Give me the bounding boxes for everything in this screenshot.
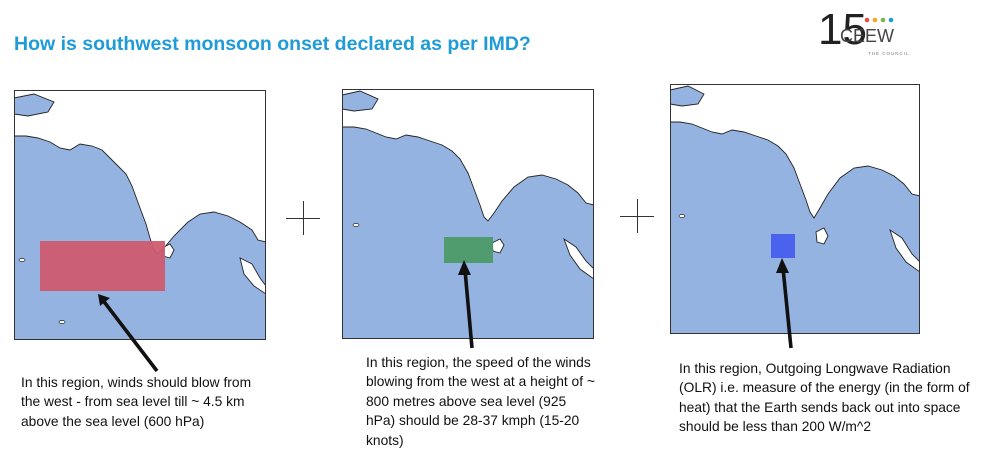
region-box-1 xyxy=(40,241,165,291)
plus-icon-2 xyxy=(620,199,654,233)
map-panel-1 xyxy=(14,90,266,340)
arrow-1 xyxy=(100,297,159,373)
logo-brand: CEEW xyxy=(840,26,894,46)
logo-number: 15 xyxy=(818,5,867,54)
page-title: How is southwest monsoon onset declared … xyxy=(14,33,531,55)
caption-2: In this region, the speed of the winds b… xyxy=(366,355,595,448)
region-box-3 xyxy=(771,234,795,258)
caption-3: In this region, Outgoing Longwave Radiat… xyxy=(679,361,970,435)
map-panel-3 xyxy=(670,84,920,334)
caption-1: In this region, winds should blow from t… xyxy=(21,375,252,429)
region-box-2 xyxy=(444,237,493,263)
arrow-2 xyxy=(463,269,474,349)
logo-tagline: THE COUNCIL xyxy=(868,51,910,56)
arrow-3 xyxy=(781,267,793,349)
ceew-logo: 15 CEEW THE COUNCIL xyxy=(816,2,916,60)
plus-icon-1 xyxy=(286,201,320,235)
